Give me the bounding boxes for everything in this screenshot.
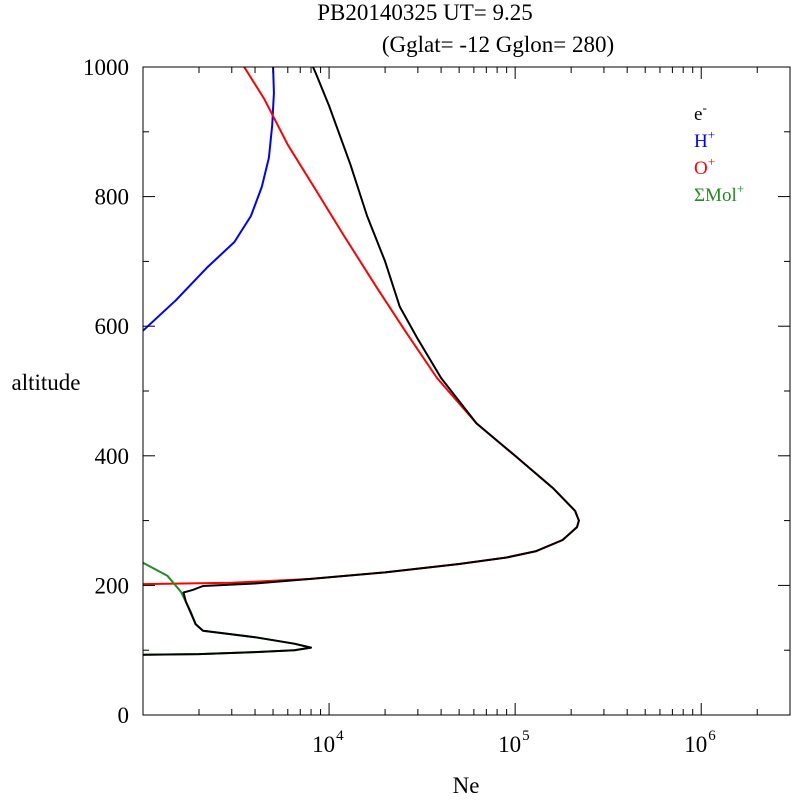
series-line-2: [143, 561, 312, 656]
y-tick-label: 1000: [83, 55, 129, 80]
x-tick-exponent: 4: [336, 728, 344, 744]
legend: e-H+O+ΣMol+: [694, 100, 744, 206]
x-tick-label: 10: [684, 732, 707, 757]
x-tick-exponent: 6: [708, 728, 716, 744]
chart-title-line2: (Gglat= -12 Gglon= 280): [382, 32, 614, 57]
chart-title-line1: PB20140325 UT= 9.25: [317, 0, 533, 25]
legend-item: O+: [694, 154, 715, 179]
y-tick-label: 200: [95, 573, 130, 598]
legend-item: ΣMol+: [694, 181, 744, 206]
series-line-3: [143, 67, 580, 656]
x-tick-label: 10: [312, 732, 335, 757]
y-tick-label: 0: [118, 703, 130, 728]
series-layer: [143, 67, 580, 656]
y-tick-label: 600: [95, 314, 130, 339]
y-axis-label: altitude: [12, 370, 81, 395]
x-tick-exponent: 5: [522, 728, 530, 744]
plot-frame: [142, 66, 791, 716]
x-axis-label: Ne: [453, 773, 480, 796]
legend-item: H+: [694, 127, 715, 152]
x-tick-label: 10: [498, 732, 521, 757]
series-line-0: [143, 67, 275, 332]
legend-item: e-: [694, 100, 707, 125]
series-line-1: [143, 67, 580, 586]
y-tick-label: 800: [95, 185, 130, 210]
y-tick-label: 400: [95, 444, 130, 469]
